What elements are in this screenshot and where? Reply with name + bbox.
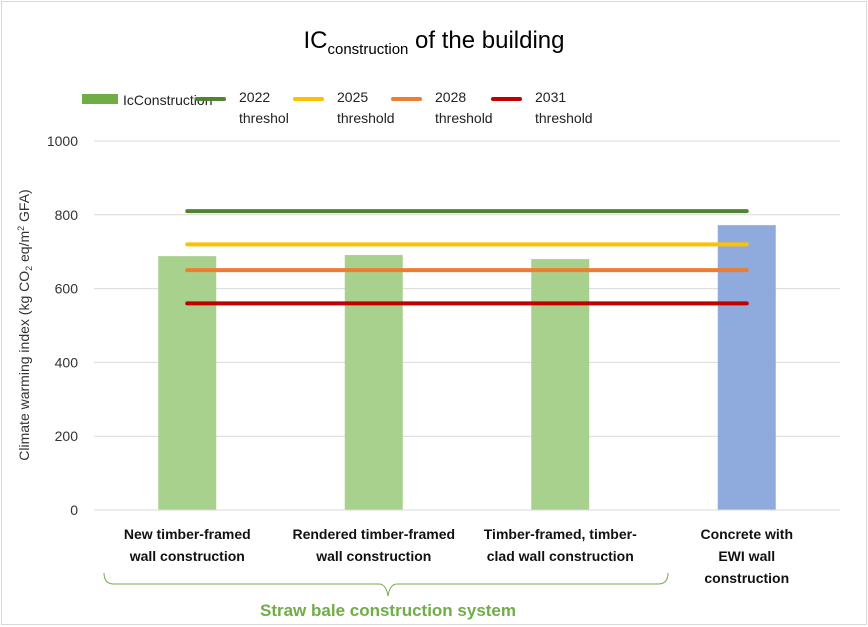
legend-label-line: 2022 <box>239 89 270 105</box>
bar-1 <box>158 256 217 510</box>
x-category-line: Timber-framed, timber- <box>484 526 637 542</box>
x-category-line: wall construction <box>315 548 431 564</box>
x-category-line: Concrete with <box>700 526 793 542</box>
legend-label: 2028 threshold <box>435 89 493 126</box>
bar-2 <box>344 255 403 510</box>
bar-3 <box>531 259 590 510</box>
y-tick-label: 800 <box>55 207 79 223</box>
chart-title: ICconstruction of the building <box>304 27 565 58</box>
y-axis-label-part: Climate warming index (kg CO <box>16 271 32 461</box>
chart-title-part: construction <box>328 41 409 58</box>
y-axis-label-part: GFA) <box>16 189 32 226</box>
legend-label: 2031 threshold <box>535 89 593 126</box>
x-category-label: Concrete with EWI wall construction <box>700 526 793 586</box>
legend-label-line: threshol <box>239 110 289 126</box>
x-category-line: Rendered timber-framed <box>292 526 455 542</box>
y-tick-label: 600 <box>55 281 79 297</box>
x-category-line: EWI wall <box>718 548 775 564</box>
y-axis-label-part: eq/m <box>16 231 32 266</box>
chart-title-part: of the building <box>408 27 564 54</box>
x-category-line: wall construction <box>129 548 245 564</box>
legend-swatch-bar <box>82 94 118 104</box>
x-category-label: New timber-framed wall construction <box>124 526 251 564</box>
legend-label-line: threshold <box>337 110 395 126</box>
legend-label-line: 2031 <box>535 89 566 105</box>
y-tick-label: 400 <box>55 354 79 370</box>
group-label: Straw bale construction system <box>260 601 516 620</box>
legend-label-line: 2028 <box>435 89 466 105</box>
y-axis-label-part: 2 <box>24 266 34 271</box>
x-category-line: construction <box>704 570 789 586</box>
y-axis-label: Climate warming index (kg CO2 eq/m2 GFA) <box>16 189 34 460</box>
bar-4 <box>717 225 776 510</box>
x-category-label: Timber-framed, timber-clad wall construc… <box>484 526 637 564</box>
legend-label: IcConstruction <box>123 92 212 108</box>
group-bracket <box>103 572 669 597</box>
y-tick-label: 1000 <box>47 133 78 149</box>
y-tick-label: 200 <box>55 428 79 444</box>
y-axis-label-part: 2 <box>16 226 26 231</box>
legend-label: 2025 threshold <box>337 89 395 126</box>
chart-title-part: IC <box>304 27 328 54</box>
x-category-line: New timber-framed <box>124 526 251 542</box>
legend-label-line: threshold <box>435 110 493 126</box>
x-category-line: clad wall construction <box>487 548 634 564</box>
legend-label-line: 2025 <box>337 89 368 105</box>
legend-label-line: threshold <box>535 110 593 126</box>
x-category-label: Rendered timber-framed wall construction <box>292 526 455 564</box>
y-tick-label: 0 <box>70 502 78 518</box>
legend-label: 2022 threshol <box>239 89 289 126</box>
